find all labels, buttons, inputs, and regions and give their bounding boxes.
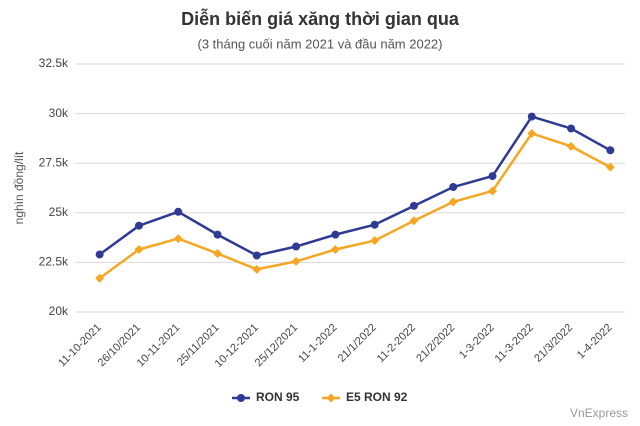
point	[606, 146, 615, 155]
point	[95, 273, 105, 283]
y-tick-label: 32.5k	[39, 56, 69, 70]
point	[331, 230, 340, 239]
point	[605, 162, 615, 172]
y-axis-label: nghìn đồng/lít	[12, 151, 26, 224]
source: VnExpress	[570, 406, 628, 420]
point	[173, 234, 183, 244]
series-line	[98, 115, 611, 257]
point	[330, 245, 340, 255]
x-tick-label: 11-1-2022	[296, 322, 339, 365]
point	[252, 264, 262, 274]
x-tick-label: 21/1/2022	[336, 322, 379, 365]
point	[134, 245, 144, 255]
y-tick-label: 30k	[49, 106, 69, 120]
x-tick-label: 21/3/2022	[532, 322, 575, 365]
point	[449, 183, 458, 192]
point	[174, 207, 183, 216]
x-tick-label: 25/12/2021	[253, 322, 300, 369]
point	[252, 251, 261, 260]
point	[370, 220, 379, 229]
point	[213, 248, 222, 258]
point	[95, 250, 104, 259]
point	[213, 230, 222, 239]
point	[488, 186, 497, 196]
point	[291, 256, 301, 266]
legend-label: E5 RON 92	[346, 390, 408, 404]
legend-label: RON 95	[256, 390, 300, 404]
chart-subtitle: (3 tháng cuối năm 2021 và đầu năm 2022)	[197, 36, 442, 51]
point	[448, 197, 458, 207]
y-tick-label: 20k	[49, 304, 69, 318]
y-tick-label: 25k	[49, 205, 69, 219]
point	[567, 124, 576, 133]
point	[292, 242, 301, 251]
point	[409, 201, 418, 210]
point	[134, 221, 143, 230]
x-tick-label: 11-3-2022	[493, 322, 536, 365]
series-line	[98, 131, 611, 280]
point	[488, 172, 497, 181]
point	[527, 128, 537, 138]
point	[326, 393, 336, 403]
point	[566, 141, 576, 151]
point	[370, 236, 380, 246]
x-tick-label: 21/2/2022	[414, 322, 457, 365]
x-tick-label: 10-11-2021	[135, 322, 183, 370]
point	[409, 216, 419, 226]
x-tick-label: 11-2-2022	[375, 322, 418, 365]
x-tick-label: 1-3-2022	[457, 322, 497, 362]
x-tick-label: 1-4-2022	[575, 322, 615, 362]
y-tick-label: 27.5k	[39, 155, 69, 169]
y-tick-label: 22.5k	[39, 255, 69, 269]
chart-title: Diễn biến giá xăng thời gian qua	[181, 8, 460, 29]
point	[237, 394, 245, 402]
point	[527, 112, 536, 121]
